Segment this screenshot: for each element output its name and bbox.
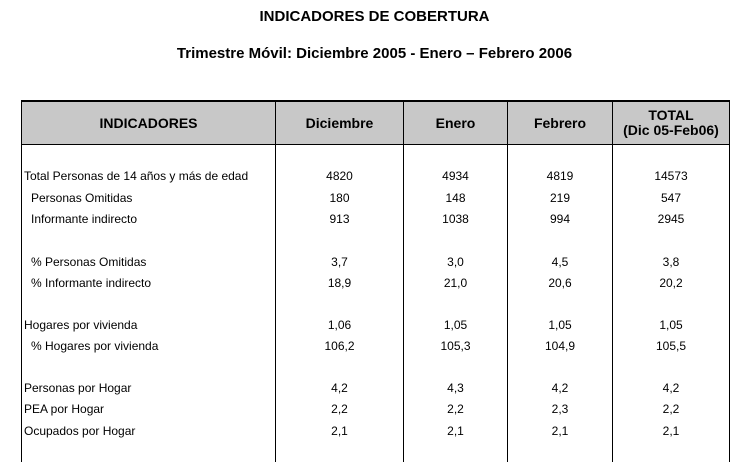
cell-febrero: 2,1 [551,424,569,438]
cell-diciembre: 4820 [326,169,353,183]
cell-total: 2,2 [662,402,680,416]
row-label: Hogares por vivienda [24,318,138,332]
cell-enero: 148 [445,191,466,205]
row-label: PEA por Hogar [24,402,105,416]
cell-diciembre: 1,06 [327,318,352,332]
column-divider [507,102,508,462]
row-label: % Hogares por vivienda [31,339,159,353]
cell-total: 547 [660,191,682,205]
header-febrero: Febrero [533,114,587,131]
table-row: % Hogares por vivienda 106,2 105,3 104,9… [22,339,729,359]
cell-diciembre: 2,1 [331,424,348,438]
cell-diciembre: 4,2 [331,381,348,395]
cell-diciembre: 18,9 [327,276,352,290]
row-label: Personas por Hogar [24,381,132,395]
cell-febrero: 2,3 [551,402,569,416]
cell-febrero: 104,9 [544,339,576,353]
cell-enero: 21,0 [443,276,468,290]
column-divider [403,102,404,462]
table-row: Personas por Hogar 4,2 4,3 4,2 4,2 [22,381,729,401]
header-total-line2: (Dic 05-Feb06) [623,122,719,138]
cell-febrero: 4819 [546,169,574,183]
header-enero: Enero [435,114,476,131]
cell-diciembre: 3,7 [331,255,348,269]
table-row: Personas Omitidas 180 148 219 547 [22,191,729,211]
page-title: INDICADORES DE COBERTURA [259,8,490,25]
table-row: Ocupados por Hogar 2,1 2,1 2,1 2,1 [22,424,729,444]
cell-enero: 105,3 [440,339,471,353]
cell-diciembre: 106,2 [324,339,355,353]
cell-febrero: 4,2 [551,381,569,395]
coverage-table: INDICADORES Diciembre Enero Febrero TOTA… [21,100,730,462]
header-indicadores: INDICADORES [99,114,198,131]
cell-enero: 1038 [442,212,469,226]
row-label: Personas Omitidas [31,191,133,205]
cell-total: 2945 [657,212,685,226]
cell-enero: 4,3 [447,381,464,395]
row-label: % Informante indirecto [31,276,152,290]
cell-enero: 4934 [442,169,469,183]
cell-febrero: 4,5 [551,255,569,269]
page-subtitle: Trimestre Móvil: Diciembre 2005 - Enero … [176,45,573,62]
header-total-line1: TOTAL [648,107,694,123]
cell-total: 2,1 [662,424,680,438]
header-total: TOTAL (Dic 05-Feb06) [613,102,729,144]
cell-febrero: 20,6 [548,276,572,290]
table-row: % Personas Omitidas 3,7 3,0 4,5 3,8 [22,255,729,275]
cell-diciembre: 2,2 [331,402,348,416]
row-label: Total Personas de 14 años y más de edad [24,169,249,183]
row-label: Informante indirecto [31,212,138,226]
cell-diciembre: 180 [329,191,350,205]
header-diciembre: Diciembre [305,114,374,131]
cell-diciembre: 913 [329,212,350,226]
cell-febrero: 994 [549,212,571,226]
cell-enero: 2,1 [447,424,464,438]
cell-enero: 2,2 [447,402,464,416]
row-label: % Personas Omitidas [31,255,147,269]
cell-enero: 3,0 [447,255,464,269]
table-row: PEA por Hogar 2,2 2,2 2,3 2,2 [22,402,729,422]
table-row: Informante indirecto 913 1038 994 2945 [22,212,729,232]
cell-total: 105,5 [655,339,687,353]
cell-total: 1,05 [659,318,683,332]
cell-febrero: 1,05 [548,318,572,332]
cell-enero: 1,05 [443,318,468,332]
table-row: Total Personas de 14 años y más de edad … [22,169,729,189]
cell-total: 4,2 [662,381,680,395]
row-label: Ocupados por Hogar [24,424,136,438]
cell-total: 3,8 [662,255,680,269]
column-divider [612,102,613,462]
cell-total: 14573 [654,169,688,183]
table-row: Hogares por vivienda 1,06 1,05 1,05 1,05 [22,318,729,338]
cell-febrero: 219 [549,191,571,205]
table-header: INDICADORES Diciembre Enero Febrero TOTA… [22,102,729,145]
cell-total: 20,2 [659,276,683,290]
table-row: % Informante indirecto 18,9 21,0 20,6 20… [22,276,729,296]
column-divider [275,102,276,462]
